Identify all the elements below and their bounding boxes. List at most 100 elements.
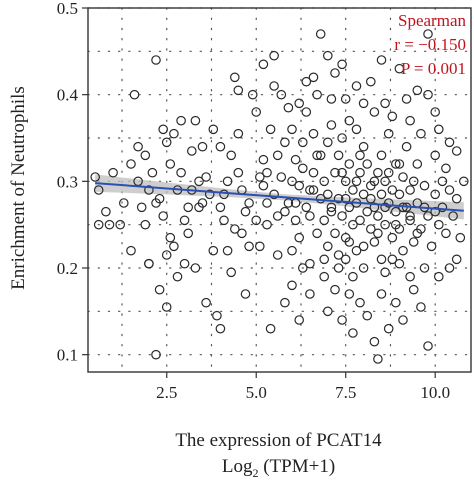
data-point: [348, 328, 358, 338]
data-point: [437, 202, 448, 213]
grid: [87, 7, 472, 373]
data-point: [330, 228, 340, 239]
data-point: [244, 241, 254, 252]
data-point: [305, 185, 315, 195]
data-point: [369, 176, 380, 187]
data-point: [290, 215, 301, 226]
data-point: [126, 159, 136, 169]
data-point: [380, 267, 390, 278]
data-point: [151, 349, 161, 360]
data-point: [390, 219, 401, 230]
data-point: [140, 219, 151, 230]
data-point: [312, 150, 322, 161]
data-point: [315, 150, 326, 161]
data-point: [161, 137, 172, 148]
regression-line-path: [95, 182, 464, 212]
data-point: [390, 159, 401, 169]
data-point: [405, 271, 415, 282]
data-point: [319, 176, 329, 187]
data-point: [423, 89, 433, 100]
data-point: [394, 159, 405, 169]
data-point: [215, 141, 226, 152]
data-point: [348, 271, 358, 282]
data-point: [387, 185, 398, 195]
x-axis-unit-suffix: (TPM+1): [258, 456, 336, 477]
x-axis-unit-subscript: 2: [252, 465, 259, 480]
data-point: [190, 115, 201, 126]
data-point: [455, 232, 466, 243]
data-point: [433, 271, 444, 282]
data-point: [280, 206, 290, 217]
data-point: [119, 198, 129, 208]
stat-p: P = 0.001: [401, 59, 466, 78]
data-point: [251, 215, 262, 226]
data-point: [326, 206, 337, 217]
data-point: [254, 172, 265, 182]
data-point: [426, 241, 437, 252]
data-point: [405, 211, 415, 221]
data-point: [408, 284, 419, 295]
data-point: [305, 211, 315, 221]
data-point: [423, 29, 433, 39]
data-point: [219, 189, 229, 200]
data-point: [344, 237, 355, 247]
data-point: [258, 154, 269, 165]
data-point: [373, 354, 383, 364]
regression-line: [95, 182, 464, 212]
data-point: [315, 29, 326, 39]
data-point: [258, 59, 269, 70]
data-point: [258, 180, 269, 191]
data-point: [362, 310, 372, 321]
data-point: [115, 219, 125, 230]
data-point: [161, 250, 172, 260]
data-point: [423, 341, 433, 351]
data-point: [315, 193, 326, 204]
data-point: [169, 128, 179, 139]
data-point: [340, 94, 351, 104]
data-point: [337, 167, 347, 178]
data-point: [190, 263, 201, 273]
data-point: [280, 297, 290, 308]
data-point: [380, 176, 390, 187]
data-point: [441, 163, 451, 174]
data-point: [283, 102, 294, 113]
data-point: [383, 323, 394, 334]
data-point: [398, 245, 408, 256]
data-point: [358, 241, 369, 252]
data-point: [287, 176, 297, 187]
data-point: [240, 289, 251, 299]
data-point: [126, 245, 136, 256]
data-point: [369, 336, 380, 347]
data-point: [230, 224, 240, 234]
data-point: [179, 215, 190, 226]
data-point: [212, 310, 222, 321]
data-point: [401, 141, 412, 152]
data-point: [337, 133, 347, 143]
data-point: [451, 254, 462, 265]
data-point: [222, 245, 233, 256]
data-point: [312, 228, 322, 239]
data-point: [230, 72, 240, 83]
y-tick-label: 0.5: [57, 0, 78, 18]
data-point: [290, 154, 301, 165]
data-point: [283, 198, 294, 208]
data-point: [330, 68, 340, 78]
data-point: [265, 323, 276, 334]
data-point: [194, 202, 204, 213]
data-point: [108, 167, 118, 178]
data-point: [301, 202, 312, 213]
y-tick-label: 0.4: [57, 86, 79, 105]
data-point: [383, 167, 394, 178]
data-point: [330, 284, 340, 295]
data-point: [187, 146, 197, 156]
data-point: [147, 167, 158, 178]
data-point: [179, 258, 190, 269]
data-point: [351, 124, 362, 135]
data-point: [405, 115, 415, 126]
data-point: [215, 323, 226, 334]
data-point: [416, 302, 426, 312]
data-point: [93, 219, 104, 230]
data-point: [219, 215, 229, 226]
x-axis-title: The expression of PCAT14: [175, 430, 382, 451]
data-point: [90, 172, 100, 182]
